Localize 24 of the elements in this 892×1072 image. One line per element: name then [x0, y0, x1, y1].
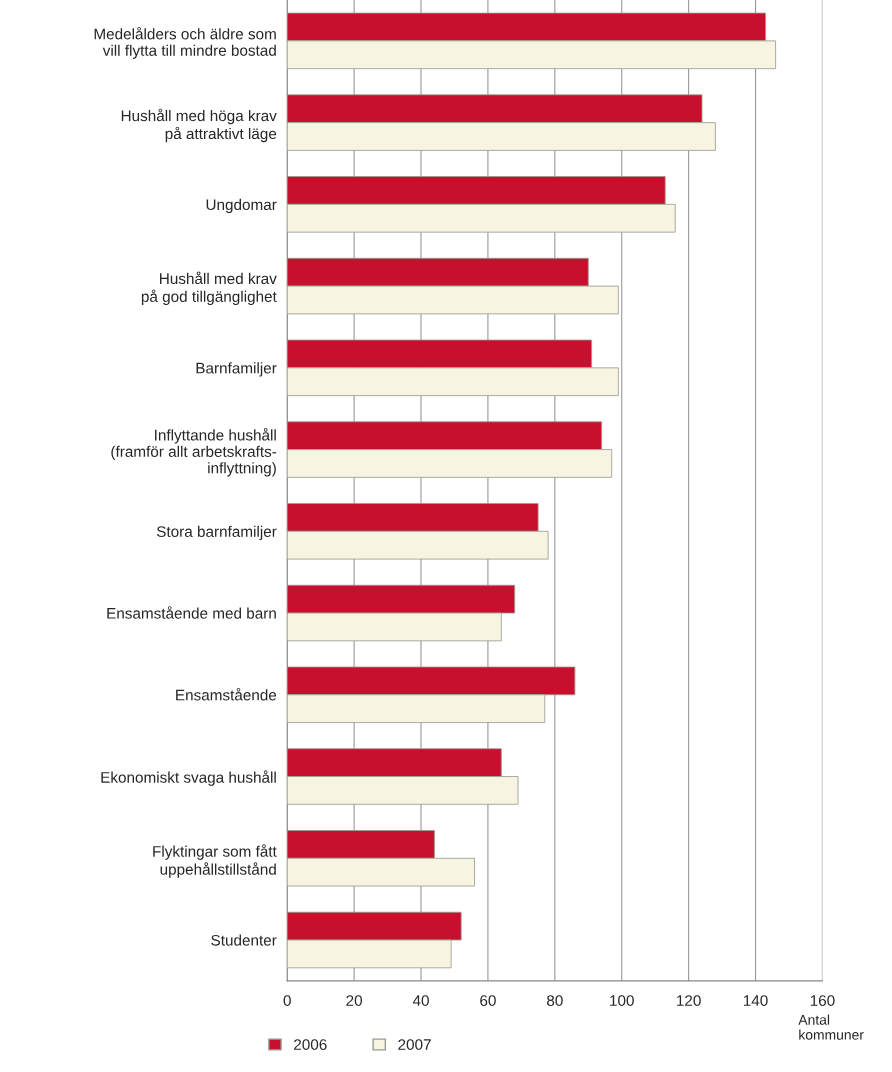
y-tick-label: Medelålders och äldre som vill flytta till mindre bostad: [94, 26, 276, 59]
x-tick-label: 160: [810, 995, 835, 1006]
x-tick-label: 60: [480, 995, 496, 1006]
y-tick-label: Barnfamiljer: [196, 362, 277, 377]
legend-label: 2006: [294, 1039, 327, 1050]
x-axis-title: Antal kommuner: [798, 1014, 864, 1040]
y-tick-label: Ungdomar: [206, 198, 277, 214]
x-tick-label: 0: [283, 995, 291, 1006]
y-tick-label: Studenter: [211, 934, 277, 946]
x-tick-label: 100: [610, 995, 634, 1006]
y-tick-label: Hushåll med höga krav på attraktivt läge: [121, 108, 277, 143]
y-tick-label: Ensamstående: [176, 688, 277, 701]
x-tick-label: 40: [412, 995, 429, 1006]
y-tick-label: Flyktingar som fått uppehållstillstånd: [153, 844, 277, 878]
y-tick-label: Stora barnfamiljer: [156, 525, 277, 541]
x-tick-label: 80: [546, 995, 563, 1006]
x-tick-label: 120: [677, 995, 701, 1006]
y-tick-label: Inflyttande hushåll (framför allt arbetskrafts- inflyttning): [111, 428, 277, 477]
y-tick-label: Ekonomiskt svaga hushåll: [101, 770, 276, 786]
y-tick-label: Ensamstående med barn: [107, 606, 276, 619]
legend-label: 2007: [398, 1039, 431, 1050]
x-tick-label: 140: [743, 995, 768, 1006]
y-tick-label: Hushåll med krav på god tillgänglighet: [141, 271, 277, 305]
x-tick-label: 20: [346, 995, 363, 1006]
